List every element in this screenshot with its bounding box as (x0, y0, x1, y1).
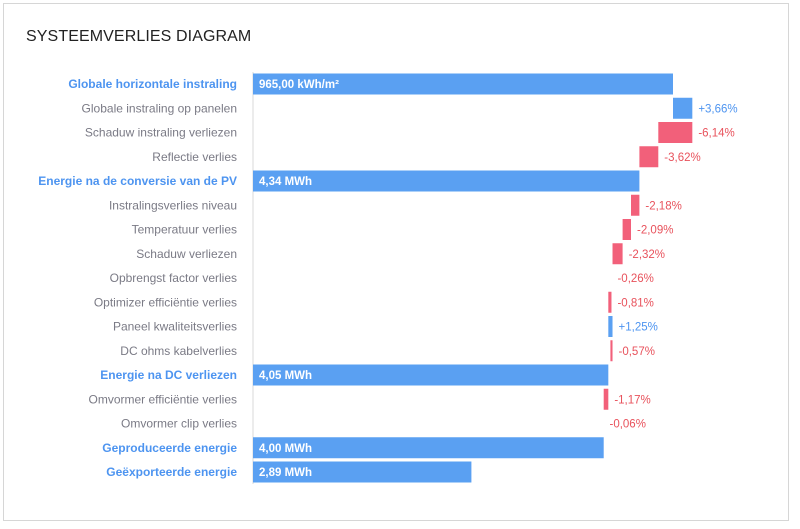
chart-title: SYSTEEMVERLIES DIAGRAM (26, 28, 252, 45)
category-label: Omvormer efficiëntie verlies (89, 392, 238, 406)
total-bar (253, 170, 640, 192)
percent-label: +1,25% (619, 322, 658, 334)
category-label: Geëxporteerde energie (106, 465, 237, 479)
bar-value-label: 2,89 MWh (259, 467, 312, 479)
increase-bar (673, 97, 693, 119)
category-label: DC ohms kabelverlies (120, 344, 237, 358)
total-bar (253, 461, 472, 483)
percent-label: -3,62% (664, 152, 700, 164)
percent-label: -1,17% (614, 394, 650, 406)
decrease-bar (612, 243, 623, 265)
decrease-bar (658, 122, 693, 143)
total-bar (253, 364, 609, 386)
category-label: Geproduceerde energie (102, 441, 237, 455)
percent-label: -2,18% (645, 200, 681, 212)
decrease-bar (622, 219, 631, 240)
decrease-bar (603, 388, 609, 410)
percent-label: +3,66% (698, 103, 737, 115)
category-label: Globale horizontale instraling (68, 77, 237, 91)
category-label: Temperatuur verlies (132, 223, 237, 237)
category-label: Omvormer clip verlies (121, 417, 237, 431)
category-label: Paneel kwaliteitsverlies (113, 320, 237, 334)
category-label: Energie na de conversie van de PV (38, 174, 237, 188)
total-bar (253, 73, 673, 95)
decrease-bar (608, 291, 612, 313)
bar-value-label: 4,00 MWh (259, 443, 312, 455)
percent-label: -2,09% (637, 225, 673, 237)
category-label: Schaduw verliezen (136, 247, 237, 261)
bar-value-label: 4,05 MWh (259, 370, 312, 382)
percent-label: -2,32% (629, 249, 665, 261)
bar-value-label: 965,00 kWh/m² (259, 79, 339, 91)
decrease-bar (631, 194, 640, 216)
bar-value-label: 4,34 MWh (259, 176, 312, 188)
category-label: Schaduw instraling verliezen (85, 126, 237, 140)
percent-label: -0,06% (609, 419, 645, 431)
decrease-bar (610, 340, 613, 362)
increase-bar (608, 316, 613, 337)
percent-label: -0,57% (619, 346, 655, 358)
category-label: Energie na DC verliezen (100, 368, 237, 382)
percent-label: -6,14% (698, 128, 734, 140)
total-bar (253, 437, 604, 459)
percent-label: -0,81% (617, 297, 653, 309)
category-label: Globale instraling op panelen (82, 101, 237, 115)
category-label: Opbrengst factor verlies (110, 271, 237, 285)
percent-label: -0,26% (617, 273, 653, 285)
category-label: Reflectie verlies (152, 150, 237, 164)
category-label: Instralingsverlies niveau (109, 198, 237, 212)
decrease-bar (639, 146, 659, 168)
category-label: Optimizer efficiëntie verlies (94, 295, 237, 309)
